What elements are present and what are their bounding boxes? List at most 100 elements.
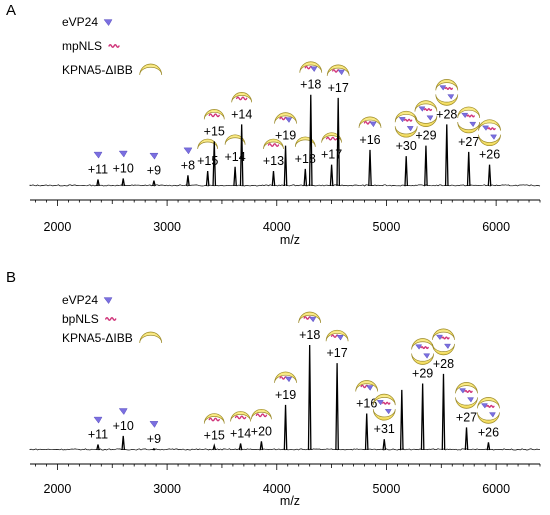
nls-squiggle-icon — [486, 404, 495, 408]
peak-label: +11 — [88, 428, 108, 442]
complex-icon — [299, 61, 323, 73]
spectrum-peak — [212, 443, 217, 451]
nls-squiggle-icon — [444, 86, 453, 90]
kpna5-crescent-icon — [298, 311, 322, 324]
evp24-triangle-icon — [488, 412, 496, 418]
spectrum-peak — [212, 141, 217, 187]
peak-label: +27 — [458, 135, 479, 149]
nls-squiggle-icon — [105, 317, 117, 321]
kpna5-crescent-icon — [197, 138, 219, 150]
evp24-triangle-icon — [482, 125, 489, 131]
kpna5-crescent-icon — [274, 112, 297, 124]
evp24-triangle-icon — [93, 416, 103, 424]
spectrum-peak — [486, 442, 491, 451]
kpna5-crescent-icon — [478, 119, 501, 131]
spectrum-peak — [441, 373, 446, 451]
spectrum-peak — [329, 164, 334, 187]
kpna5-crescent-icon — [355, 380, 379, 392]
kpna5-crescent-icon — [432, 328, 455, 340]
complex-icon — [457, 106, 481, 134]
nls-squiggle-icon — [423, 108, 433, 112]
complex-icon — [394, 110, 418, 138]
complex-icon — [411, 338, 434, 365]
x-tick-label: 2000 — [44, 220, 72, 234]
nls-squiggle-icon — [466, 114, 475, 118]
nls-squiggle-icon — [267, 143, 280, 147]
legend-label: eVP24 — [62, 293, 98, 307]
peak-label: +26 — [478, 425, 499, 439]
evp24-triangle-icon — [103, 19, 113, 27]
kpna5-crescent-icon — [457, 106, 481, 118]
peak-label: +31 — [374, 422, 395, 436]
peak-label: +28 — [436, 107, 457, 121]
spectrum-peak — [121, 435, 126, 451]
evp24-triangle-icon — [447, 94, 455, 100]
complex-icon — [197, 138, 219, 150]
complex-icon — [118, 408, 128, 416]
evp24-triangle-icon — [467, 397, 474, 403]
complex-icon — [298, 311, 322, 324]
kpna5-crescent-icon — [372, 409, 396, 421]
spectrum-peak — [238, 443, 243, 451]
kpna5-crescent-icon — [435, 94, 459, 106]
evp24-triangle-icon — [366, 385, 374, 391]
x-tick-label: 5000 — [373, 482, 401, 496]
complex-icon — [263, 138, 284, 150]
evp24-triangle-icon — [435, 334, 443, 341]
kpna5-crescent-icon — [477, 397, 500, 409]
nls-squiggle-icon — [382, 401, 391, 405]
x-axis-label: m/z — [280, 494, 300, 508]
evp24-triangle-icon — [423, 353, 431, 359]
complex-icon — [477, 397, 500, 424]
spectrum-peak — [487, 164, 492, 187]
evp24-triangle-icon — [149, 152, 159, 160]
complex-icon — [294, 136, 316, 147]
nls-squiggle-icon — [208, 417, 220, 422]
spectrum-peak — [364, 413, 369, 451]
x-axis-label: m/z — [280, 233, 300, 247]
evp24-triangle-icon — [443, 343, 451, 350]
peak-label: +16 — [359, 133, 380, 147]
spectrum-peak — [283, 145, 288, 187]
panel-letter: B — [6, 269, 16, 286]
x-tick-label: 3000 — [153, 482, 181, 496]
nls-squiggle-icon — [235, 96, 248, 101]
evp24-triangle-icon — [415, 344, 423, 350]
kpna5-crescent-icon — [435, 79, 459, 91]
complex-icon — [203, 413, 225, 424]
peak-label: +27 — [456, 410, 477, 424]
kpna5-crescent-icon — [224, 134, 246, 145]
nls-squiggle-icon — [234, 415, 247, 420]
kpna5-crescent-icon — [203, 413, 225, 424]
peak-label: +11 — [88, 163, 108, 177]
kpna5-crescent-icon — [203, 109, 225, 120]
spectrum-peak — [239, 124, 244, 187]
spectrum-peak — [368, 149, 372, 187]
peak-label: +10 — [113, 161, 134, 175]
nls-squiggle-icon — [108, 44, 120, 48]
spectrum-peak — [205, 170, 210, 187]
complex-icon — [118, 150, 128, 158]
evp24-triangle-icon — [461, 112, 469, 119]
complex-icon — [231, 92, 253, 103]
kpna5-crescent-icon — [457, 121, 481, 134]
peak-label: +18 — [300, 78, 321, 92]
kpna5-crescent-icon — [325, 329, 349, 342]
spectrum-peak — [404, 156, 409, 187]
kpna5-crescent-icon — [372, 393, 396, 406]
nls-squiggle-icon — [403, 118, 413, 122]
kpna5-crescent-icon — [230, 411, 251, 422]
peak-label: +29 — [415, 129, 436, 143]
x-tick-label: 5000 — [373, 220, 401, 234]
evp24-triangle-icon — [93, 151, 103, 159]
kpna5-crescent-icon — [455, 382, 478, 394]
peak-label: +20 — [251, 424, 272, 438]
spectrum-peak — [96, 179, 100, 187]
x-tick-label: 3000 — [153, 220, 181, 234]
peak-label: +29 — [412, 367, 433, 381]
spectrum-peak — [336, 97, 341, 187]
nls-squiggle-icon — [325, 136, 338, 141]
spectrum-peak — [444, 124, 449, 187]
x-tick-label: 4000 — [263, 482, 291, 496]
